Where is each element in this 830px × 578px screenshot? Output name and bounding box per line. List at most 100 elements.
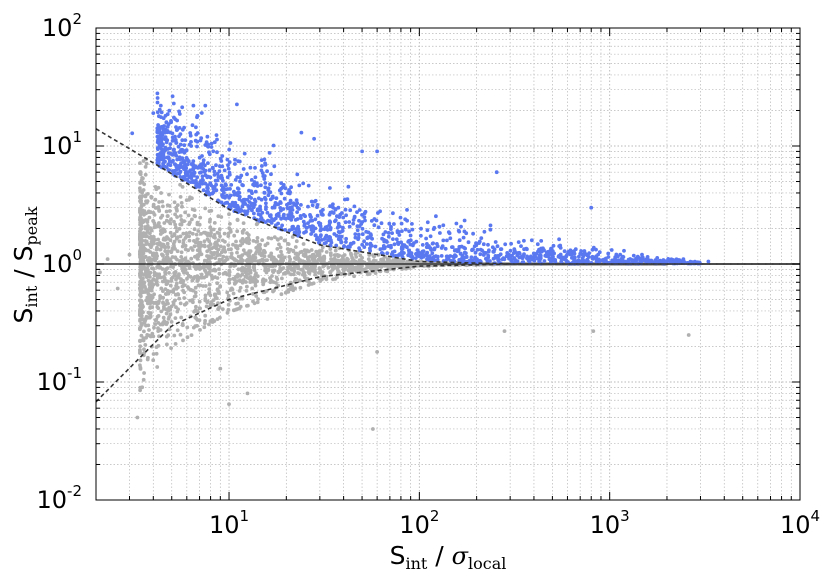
blue-point [306, 204, 310, 209]
gray-point [156, 329, 161, 333]
blue-point [341, 225, 345, 230]
gray-point [198, 328, 202, 332]
gray-point [178, 214, 183, 218]
blue-point [405, 208, 409, 212]
gray-point [292, 269, 297, 274]
gray-point [138, 265, 143, 270]
gray-point [252, 301, 257, 306]
gray-point [152, 270, 157, 275]
gray-point [210, 317, 215, 322]
blue-point [299, 130, 304, 135]
blue-point [343, 207, 348, 212]
blue-point [208, 192, 212, 196]
gray-point [138, 170, 143, 175]
blue-point [520, 256, 525, 260]
blue-point [183, 138, 188, 143]
gray-point [138, 326, 143, 330]
gray-point [188, 298, 193, 303]
gray-point [138, 279, 143, 284]
blue-point [429, 248, 433, 252]
tick-marks [95, 27, 801, 501]
blue-point [339, 240, 344, 245]
gray-point [189, 288, 194, 292]
gray-point [209, 255, 213, 260]
gray-point [273, 258, 277, 262]
gray-point [166, 301, 170, 306]
gray-point [158, 296, 163, 301]
gray-point [155, 205, 160, 210]
gray-point [195, 220, 200, 225]
gray-point [176, 292, 181, 297]
blue-point [620, 254, 625, 259]
gray-point [222, 231, 227, 236]
blue-point [408, 233, 413, 238]
blue-point [227, 147, 232, 152]
blue-point [205, 185, 210, 190]
gray-point [221, 254, 226, 259]
gray-point [358, 270, 363, 275]
gray-point [142, 347, 146, 352]
blue-point [594, 254, 599, 259]
blue-point [336, 205, 341, 210]
gray-point [149, 228, 154, 233]
blue-point [233, 178, 238, 182]
blue-point [655, 256, 660, 260]
gray-point [147, 215, 152, 220]
gray-point [349, 253, 354, 258]
blue-point [253, 189, 258, 194]
gray-point [159, 191, 164, 195]
gray-point [186, 213, 191, 218]
blue-point [310, 229, 315, 234]
blue-point [601, 259, 606, 263]
gray-point [140, 209, 145, 214]
blue-point [376, 225, 381, 230]
gray-point [211, 268, 215, 273]
blue-point [344, 213, 348, 218]
blue-point [539, 239, 544, 243]
blue-point [355, 210, 359, 215]
gray-point [156, 301, 161, 305]
gray-point [195, 274, 200, 278]
gray-point [269, 236, 274, 241]
blue-point [432, 225, 437, 230]
blue-point [155, 110, 160, 115]
gray-point [197, 266, 202, 270]
blue-point [189, 173, 194, 178]
gray-point [138, 252, 142, 257]
gray-point [245, 284, 249, 289]
gray-point [208, 225, 213, 230]
gray-point [336, 254, 341, 259]
gray-point [140, 180, 145, 185]
blue-point [262, 177, 267, 181]
gray-point [254, 250, 259, 254]
gray-point [352, 274, 356, 279]
gray-point [167, 327, 172, 332]
blue-point [180, 138, 185, 143]
blue-point [266, 193, 271, 198]
gray-point [286, 270, 291, 275]
blue-point [499, 247, 504, 252]
gray-point [236, 259, 241, 264]
gray-point [187, 264, 192, 269]
gray-point [150, 240, 155, 245]
gray-point [376, 264, 381, 269]
blue-point [297, 230, 302, 235]
blue-point [562, 255, 567, 260]
gray-point [155, 265, 160, 269]
blue-point [283, 228, 288, 232]
blue-point [355, 228, 360, 233]
blue-point [272, 218, 276, 223]
blue-point [269, 172, 273, 177]
blue-point [459, 244, 464, 249]
gray-point [165, 342, 169, 347]
blue-point [558, 246, 563, 250]
gray-point [235, 250, 239, 255]
gray-point [207, 266, 211, 271]
blue-point [484, 256, 488, 261]
gray-point [333, 277, 338, 281]
blue-point [369, 219, 374, 223]
blue-point [495, 244, 500, 249]
blue-point [226, 163, 230, 168]
blue-point [162, 124, 167, 128]
gray-point [310, 255, 314, 260]
